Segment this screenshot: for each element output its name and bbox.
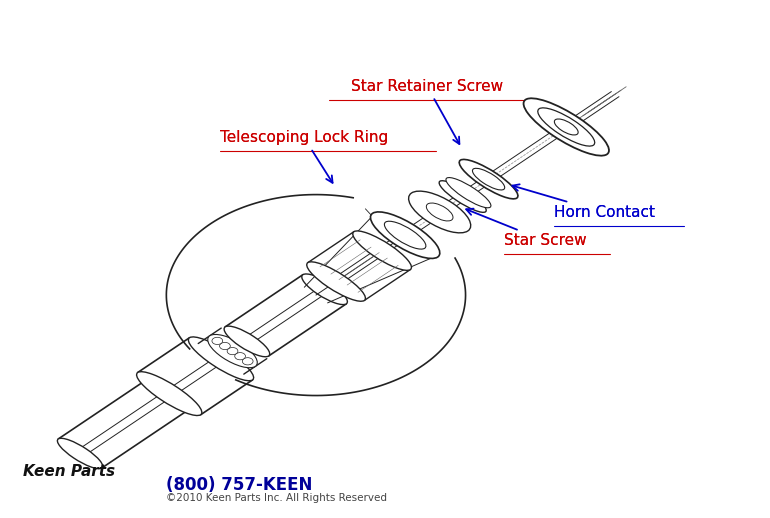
Text: Telescoping Lock Ring: Telescoping Lock Ring <box>220 131 388 146</box>
Text: Horn Contact: Horn Contact <box>554 205 654 220</box>
Circle shape <box>227 348 238 355</box>
Ellipse shape <box>224 326 270 357</box>
Ellipse shape <box>409 191 470 233</box>
Ellipse shape <box>302 274 347 305</box>
Circle shape <box>235 353 246 360</box>
Text: Star Screw: Star Screw <box>504 234 587 249</box>
Ellipse shape <box>146 378 192 409</box>
Ellipse shape <box>473 168 504 190</box>
Ellipse shape <box>58 438 102 469</box>
Text: Star Retainer Screw: Star Retainer Screw <box>351 79 504 94</box>
Ellipse shape <box>439 181 486 212</box>
Text: Star Retainer Screw: Star Retainer Screw <box>351 79 504 144</box>
Ellipse shape <box>189 337 253 381</box>
Ellipse shape <box>306 262 366 301</box>
Text: (800) 757-KEEN: (800) 757-KEEN <box>166 476 313 494</box>
Ellipse shape <box>353 231 411 270</box>
Text: Horn Contact: Horn Contact <box>512 184 654 220</box>
Text: Star Screw: Star Screw <box>466 209 587 249</box>
Ellipse shape <box>208 335 257 368</box>
Ellipse shape <box>446 178 491 208</box>
Ellipse shape <box>459 160 518 199</box>
Ellipse shape <box>136 372 202 415</box>
Circle shape <box>219 342 230 350</box>
Text: ©2010 Keen Parts Inc. All Rights Reserved: ©2010 Keen Parts Inc. All Rights Reserve… <box>166 493 387 503</box>
Circle shape <box>243 358 253 365</box>
Circle shape <box>212 337 223 344</box>
Text: Keen Parts: Keen Parts <box>23 464 115 479</box>
Ellipse shape <box>524 98 609 156</box>
Ellipse shape <box>370 212 440 258</box>
Text: Telescoping Lock Ring: Telescoping Lock Ring <box>220 131 388 183</box>
